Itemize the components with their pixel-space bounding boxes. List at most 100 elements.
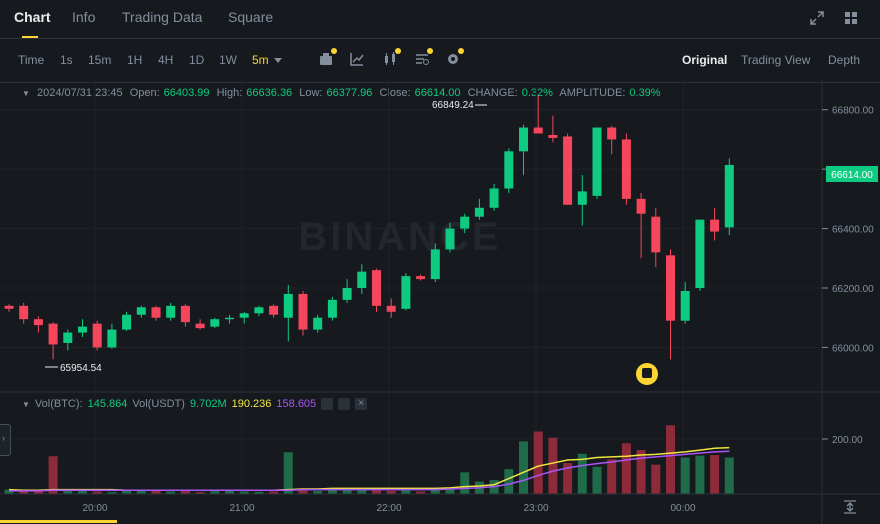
tab-info[interactable]: Info [72, 9, 96, 25]
high-value: 66636.36 [246, 87, 293, 99]
volume-bar [724, 457, 734, 494]
indicator-icon[interactable] [319, 48, 337, 66]
volume-bar [474, 481, 484, 494]
volume-bar [136, 490, 146, 494]
candle-body [122, 314, 132, 330]
candle-body [342, 288, 352, 300]
low-value: 66377.96 [326, 87, 373, 99]
time-axis-label: 23:00 [523, 503, 548, 514]
volume-bar [577, 453, 587, 494]
volume-bar [710, 455, 720, 494]
candle-body [180, 305, 190, 323]
ma-slow-line [9, 450, 730, 492]
timeframe-1s[interactable]: 1s [60, 53, 73, 67]
volume-bar [78, 490, 87, 494]
timeframe-5m[interactable]: 5m [252, 53, 269, 67]
candle-body [269, 305, 279, 315]
candle-type-icon[interactable] [383, 48, 401, 66]
candle-body [357, 271, 367, 288]
volume-bar [342, 489, 352, 494]
candle-body [283, 293, 293, 318]
time-axis-label: 00:00 [670, 503, 695, 514]
candle-body [592, 127, 602, 196]
price-axis-label: 66000.00 [832, 343, 874, 354]
timeframe-4h[interactable]: 4H [158, 53, 174, 67]
candle-body [313, 317, 323, 330]
candles-group [4, 95, 734, 360]
grid-layout-icon[interactable] [844, 11, 858, 25]
change-label: CHANGE: [467, 87, 518, 99]
volume-bar [357, 489, 367, 494]
timeframe-time[interactable]: Time [18, 53, 45, 67]
volume-bar [298, 490, 308, 494]
volume-bar [489, 480, 499, 494]
expand-icon[interactable] [810, 11, 824, 25]
vol-btc-value: 145.864 [87, 398, 128, 410]
volume-bar [386, 490, 396, 494]
volume-bar [19, 491, 29, 494]
settings-small-icon[interactable] [338, 398, 351, 410]
volume-bar [607, 459, 617, 494]
volume-bar [636, 450, 646, 494]
alert-icon[interactable] [636, 363, 658, 385]
timeframe-1d[interactable]: 1D [189, 53, 205, 67]
volume-bar [166, 491, 176, 494]
volume-bar [651, 464, 661, 494]
view-depth[interactable]: Depth [828, 53, 861, 67]
scroll-to-latest-icon[interactable] [843, 500, 857, 514]
open-label: Open: [129, 87, 160, 99]
volume-bar [269, 491, 279, 494]
candle-body [577, 191, 587, 205]
chevron-down-icon[interactable] [274, 58, 282, 64]
volume-axis-label: 200.00 [832, 435, 863, 446]
panel-toggle-handle[interactable]: › [0, 424, 11, 456]
time-axis-label: 20:00 [82, 503, 107, 514]
tab-trading-data[interactable]: Trading Data [122, 9, 203, 25]
tab-chart[interactable]: Chart [14, 9, 51, 25]
timeframe-1h[interactable]: 1H [127, 53, 143, 67]
volume-bar [327, 489, 337, 494]
draw-line-icon[interactable] [350, 52, 364, 66]
volume-bar [592, 466, 602, 494]
candle-body [724, 164, 734, 228]
active-tab-indicator [22, 36, 38, 38]
eye-icon[interactable] [321, 398, 334, 410]
candle-body [92, 323, 102, 348]
ma-fast-value: 190.236 [231, 398, 272, 410]
vol-usdt-label: Vol(USDT) [132, 398, 185, 410]
candle-body [401, 276, 411, 309]
candle-body [386, 305, 396, 312]
candle-body [680, 290, 690, 321]
template-icon[interactable] [415, 48, 433, 66]
view-original[interactable]: Original [682, 53, 728, 67]
candle-body [695, 219, 705, 288]
current-price-label: 66614.00 [831, 170, 873, 181]
candle-body [372, 270, 381, 306]
change-value: 0.32% [521, 87, 553, 99]
price-axis: 66800.00 66600.00 66400.00 66200.00 66000.00 [822, 106, 874, 354]
candle-date: 2024/07/31 23:45 [36, 87, 123, 99]
volume-bar [92, 491, 102, 494]
tab-square[interactable]: Square [228, 9, 274, 25]
volume-bar [63, 489, 73, 494]
close-icon[interactable]: × [355, 398, 368, 410]
candle-body [621, 139, 631, 199]
amplitude-value: 0.39% [629, 87, 661, 99]
current-price-tag [826, 166, 878, 182]
candle-body [48, 323, 58, 345]
view-trading-view[interactable]: Trading View [741, 53, 811, 67]
volume-bar [313, 490, 323, 494]
price-axis-label: 66800.00 [832, 106, 874, 117]
candle-body [445, 228, 455, 250]
timeframe-15m[interactable]: 15m [88, 53, 112, 67]
collapse-arrow-icon[interactable]: ▼ [22, 399, 30, 409]
price-axis-label: 66200.00 [832, 284, 874, 295]
volume-bar [122, 490, 132, 494]
timeframe-1w[interactable]: 1W [219, 53, 237, 67]
settings-icon[interactable] [446, 48, 464, 66]
collapse-arrow-icon[interactable]: ▼ [22, 89, 30, 98]
volume-bar [445, 489, 455, 494]
volume-bar [695, 455, 705, 494]
volume-bar [519, 441, 528, 494]
candle-body [33, 319, 43, 326]
